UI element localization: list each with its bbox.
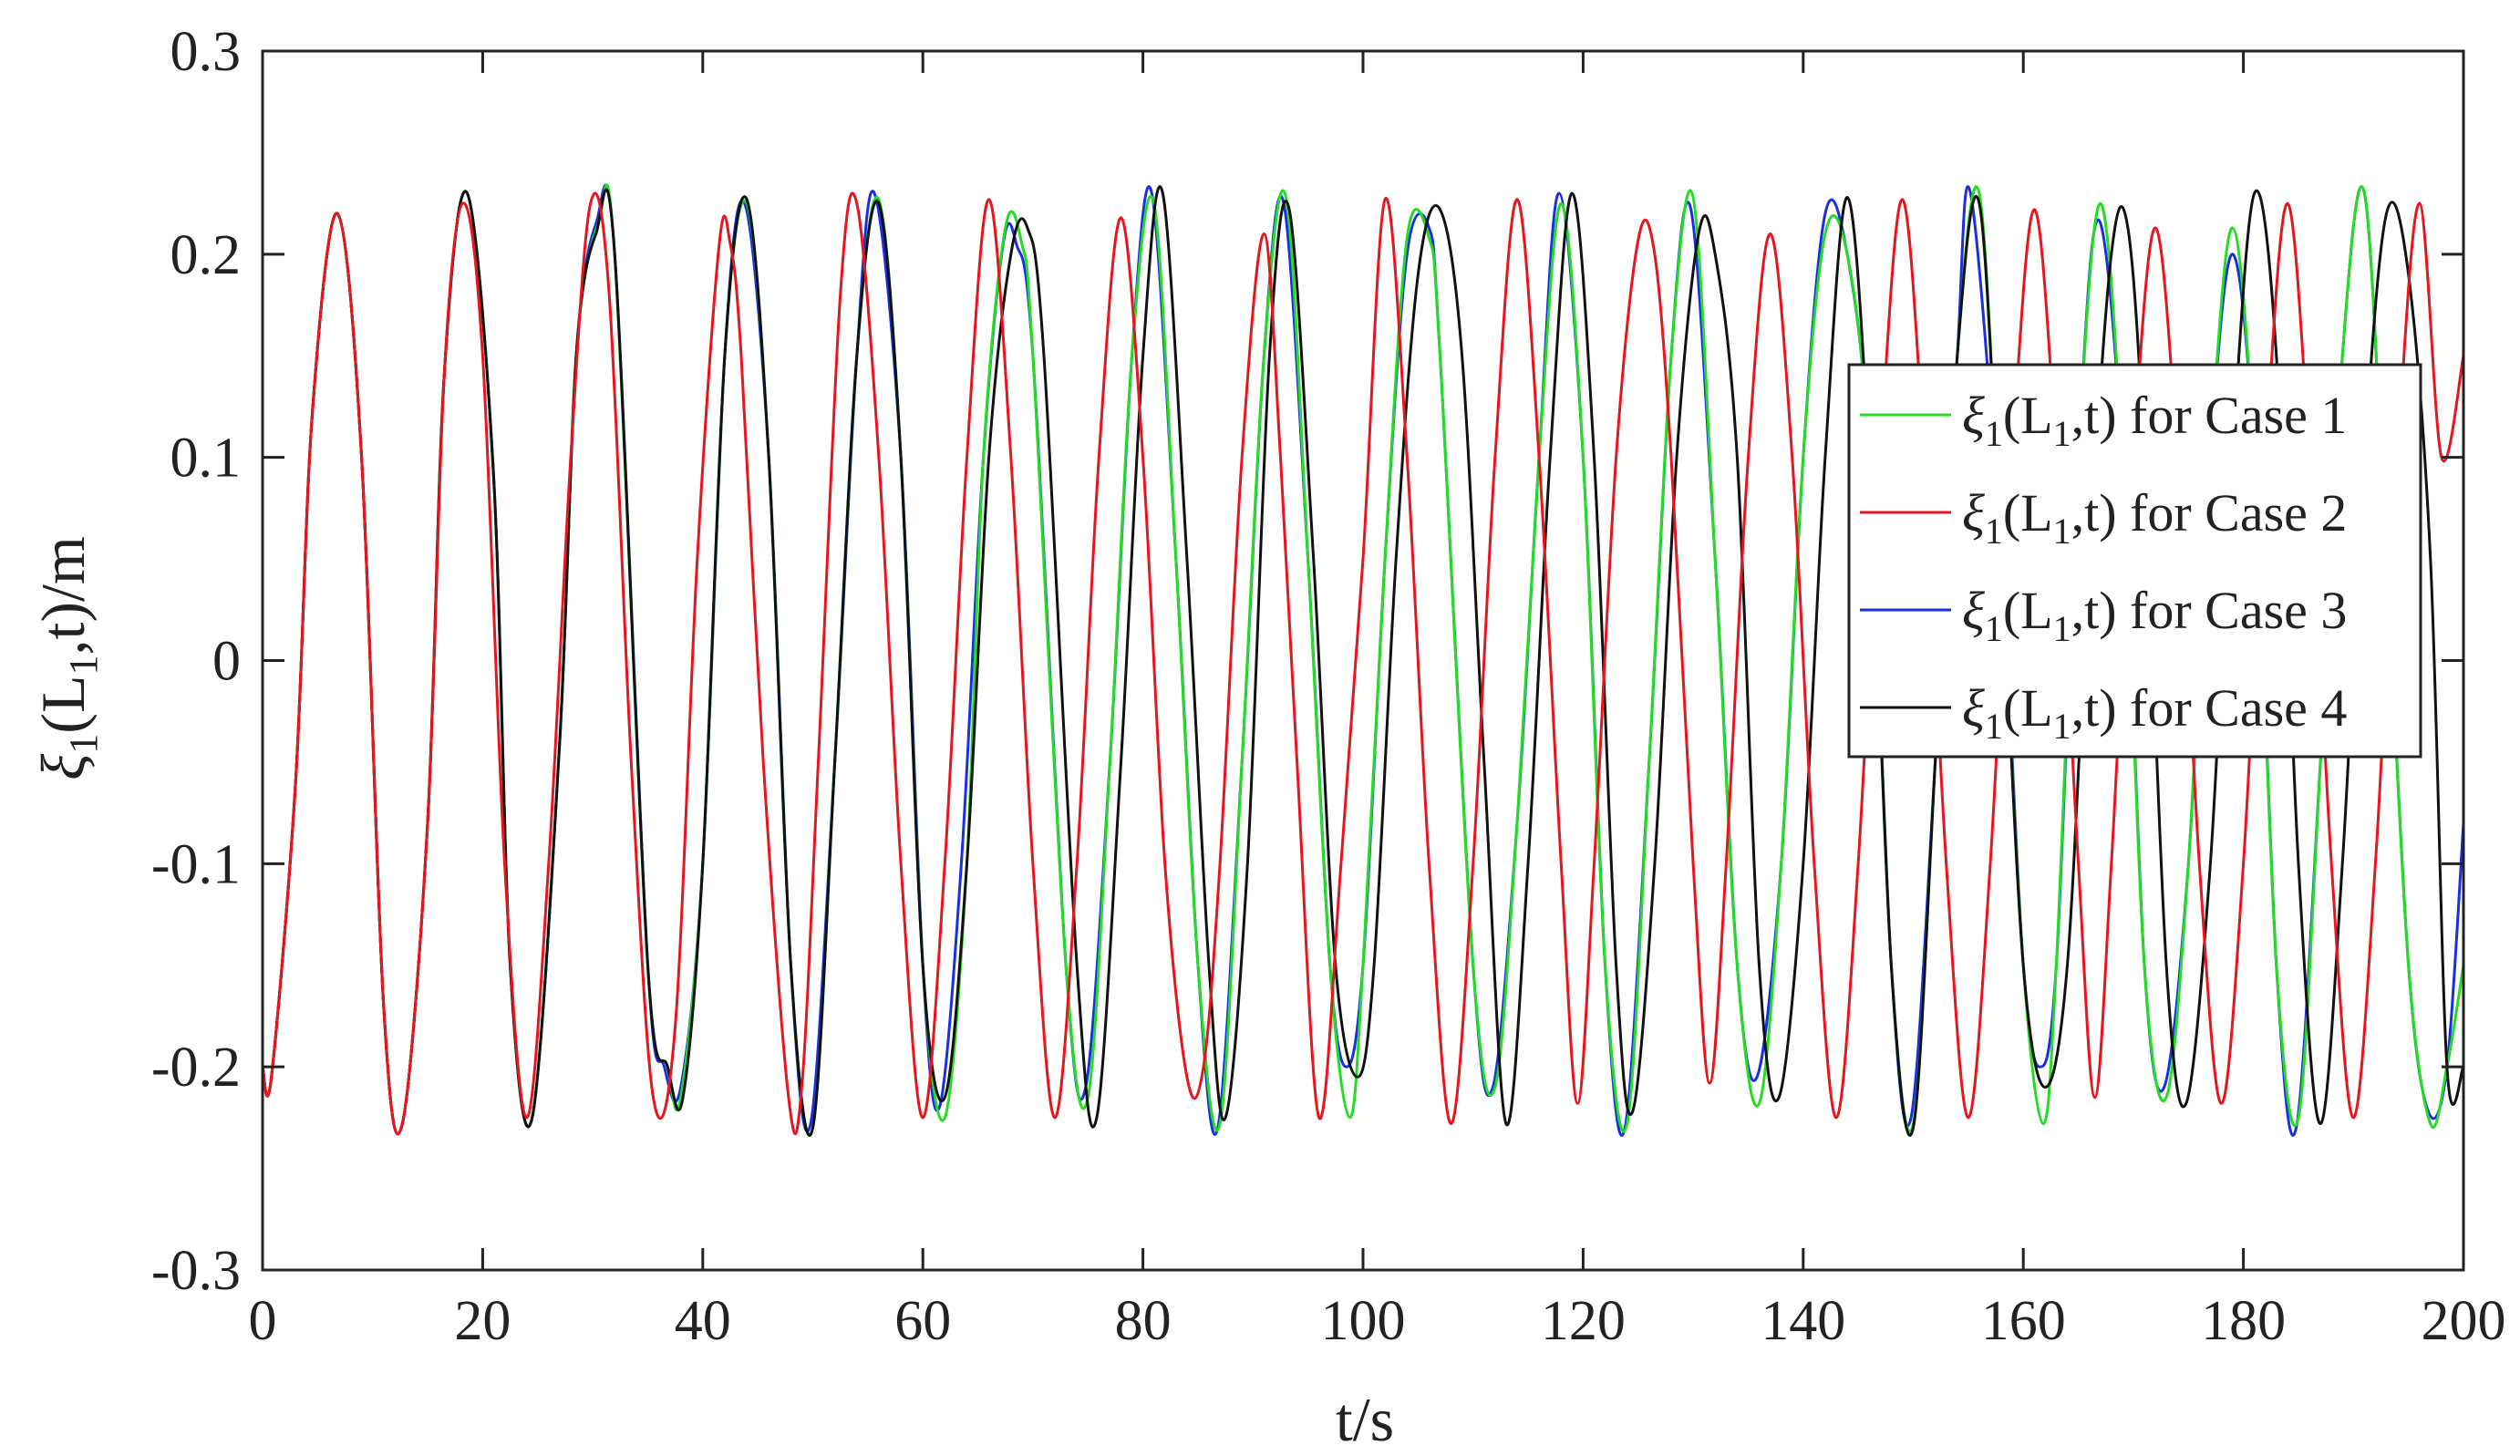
y-tick-label: -0.3 — [151, 1240, 241, 1302]
legend-label-part: (L — [2003, 581, 2053, 640]
y-axis-title: ξ1(L1,t)/m — [28, 536, 106, 780]
legend-label-part: ξ — [1962, 678, 1985, 738]
x-tick-label: 60 — [894, 1290, 951, 1352]
legend-label-part: Case 3 — [2205, 581, 2347, 640]
legend-label-part: ,t) for — [2071, 483, 2205, 542]
x-axis-title: t/s — [1336, 1385, 1394, 1454]
y-tick-label: 0.1 — [170, 428, 242, 490]
x-tick-label: 20 — [454, 1290, 511, 1352]
legend-label-part: 1 — [2053, 413, 2071, 454]
legend-label-part: ,t) for — [2071, 678, 2205, 738]
x-tick-label: 40 — [675, 1290, 731, 1352]
y-axis-title-symbol: ξ — [28, 753, 98, 780]
y-tick-label: -0.2 — [151, 1037, 241, 1099]
legend-label-part: 1 — [1985, 511, 2003, 552]
legend-label-part: (L — [2003, 386, 2053, 445]
x-axis: 0 20 40 60 80 100 120 140 160 180 200 — [249, 51, 2506, 1352]
legend: ξ1(L1,t) for Case 1ξ1(L1,t) for Case 2ξ1… — [1847, 363, 2422, 759]
y-axis-title-mid: (L — [28, 676, 98, 734]
legend-label-part: (L — [2003, 483, 2053, 542]
legend-label-case-1: ξ1(L1,t) for Case 1 — [1962, 386, 2347, 454]
x-tick-label: 160 — [1981, 1290, 2066, 1352]
legend-label-part: ξ — [1962, 386, 1985, 445]
legend-label-part: Case 1 — [2205, 386, 2347, 445]
y-tick-label: 0 — [212, 631, 241, 693]
legend-label-part: ,t) for — [2071, 581, 2205, 640]
legend-label-part: 1 — [1985, 706, 2003, 747]
legend-label-part: 1 — [1985, 608, 2003, 649]
legend-label-part: Case 4 — [2205, 678, 2347, 738]
x-tick-label: 180 — [2201, 1290, 2286, 1352]
y-axis-title-sub1: 1 — [61, 734, 106, 754]
x-tick-label: 200 — [2422, 1290, 2506, 1352]
legend-label-part: 1 — [2053, 608, 2071, 649]
legend-label-case-4: ξ1(L1,t) for Case 4 — [1962, 678, 2347, 747]
legend-label-part: (L — [2003, 678, 2053, 738]
legend-label-part: ξ — [1962, 483, 1985, 542]
y-axis-title-tail: ,t)/m — [28, 536, 98, 655]
series-line-case-2 — [261, 191, 2465, 1136]
legend-label-case-2: ξ1(L1,t) for Case 2 — [1962, 483, 2347, 552]
y-tick-label: 0.3 — [170, 21, 242, 83]
plot-area — [261, 183, 2465, 1137]
legend-label-part: Case 2 — [2205, 483, 2347, 542]
x-tick-label: 100 — [1321, 1290, 1406, 1352]
y-tick-label: 0.2 — [170, 224, 242, 286]
legend-box — [1847, 363, 2422, 759]
series-line-case-4 — [261, 185, 2465, 1137]
legend-label-part: 1 — [1985, 413, 2003, 454]
legend-label-part: ξ — [1962, 581, 1985, 640]
legend-label-case-3: ξ1(L1,t) for Case 3 — [1962, 581, 2347, 649]
legend-label-part: ,t) for — [2071, 386, 2205, 445]
x-tick-label: 80 — [1115, 1290, 1172, 1352]
legend-label-part: 1 — [2053, 511, 2071, 552]
y-tick-label: -0.1 — [151, 833, 241, 895]
x-tick-label: 120 — [1541, 1290, 1626, 1352]
x-tick-label: 0 — [249, 1290, 277, 1352]
legend-label-part: 1 — [2053, 706, 2071, 747]
y-axis: -0.3 -0.2 -0.1 0 0.1 0.2 0.3 — [151, 21, 2463, 1302]
x-tick-label: 140 — [1761, 1290, 1845, 1352]
y-axis-title-sub2: 1 — [61, 656, 106, 676]
